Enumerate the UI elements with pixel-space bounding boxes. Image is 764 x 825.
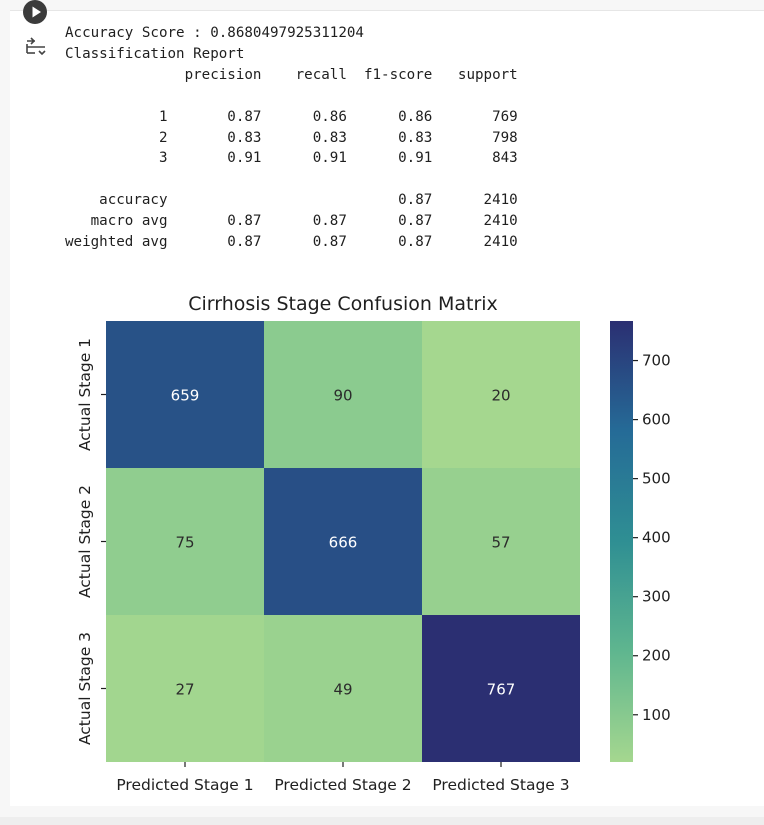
colorbar-tick-label: 600 (642, 411, 671, 429)
y-axis: Actual Stage 1 Actual Stage 2 Actual Stage… (76, 338, 106, 745)
heatmap-cell-value: 27 (175, 681, 194, 699)
heatmap-grid: 659 90 20 75 666 57 27 49 767 (106, 321, 580, 762)
heatmap-cell-value: 666 (329, 534, 358, 552)
colorbar-tick-label: 400 (642, 529, 671, 547)
play-icon (32, 6, 41, 18)
x-tick-label: Predicted Stage 2 (274, 776, 411, 794)
y-tick-label: Actual Stage 1 (76, 338, 94, 451)
heatmap-cell (106, 468, 264, 615)
colorbar-tick-label: 100 (642, 706, 671, 724)
y-tick-label: Actual Stage 3 (76, 632, 94, 745)
heatmap-cell (106, 321, 264, 468)
colorbar-tick-label: 700 (642, 352, 671, 370)
heatmap-cell (106, 615, 264, 762)
x-axis: Predicted Stage 1 Predicted Stage 2 Predic… (116, 762, 570, 794)
confusion-matrix-figure: Cirrhosis Stage Confusion Matrix 659 90 20… (76, 293, 671, 794)
heatmap-cell-value: 20 (491, 387, 510, 405)
x-tick-label: Predicted Stage 3 (432, 776, 569, 794)
stdout-text: Accuracy Score : 0.8680497925311204 Clas… (65, 25, 518, 251)
colorbar-tick-label: 200 (642, 647, 671, 665)
colorbar-tick-label: 300 (642, 588, 671, 606)
run-cell-button[interactable] (23, 0, 47, 24)
heatmap-cell-value: 75 (175, 534, 194, 552)
colorbar-gradient (610, 321, 633, 762)
y-tick-label: Actual Stage 2 (76, 485, 94, 598)
output-collapse-icon[interactable] (24, 36, 48, 60)
heatmap-cell (422, 468, 580, 615)
heatmap-cell-value: 659 (171, 387, 200, 405)
colorbar-tick-label: 500 (642, 470, 671, 488)
heatmap-cell (264, 468, 422, 615)
cell-top-strip (0, 0, 764, 10)
heatmap-cell (264, 321, 422, 468)
next-cell-edge (0, 817, 764, 825)
heatmap-cell-value: 90 (333, 387, 352, 405)
heatmap-cell (422, 321, 580, 468)
x-tick-label: Predicted Stage 1 (116, 776, 253, 794)
heatmap-cell (264, 615, 422, 762)
colorbar: 100 200 300 400 500 600 700 (610, 321, 671, 762)
output-panel: Accuracy Score : 0.8680497925311204 Clas… (10, 10, 764, 806)
heatmap-cell-value: 767 (487, 681, 516, 699)
heatmap-cell-value: 49 (333, 681, 352, 699)
heatmap-cell (422, 615, 580, 762)
chart-title: Cirrhosis Stage Confusion Matrix (188, 293, 498, 315)
heatmap-cell-value: 57 (491, 534, 510, 552)
